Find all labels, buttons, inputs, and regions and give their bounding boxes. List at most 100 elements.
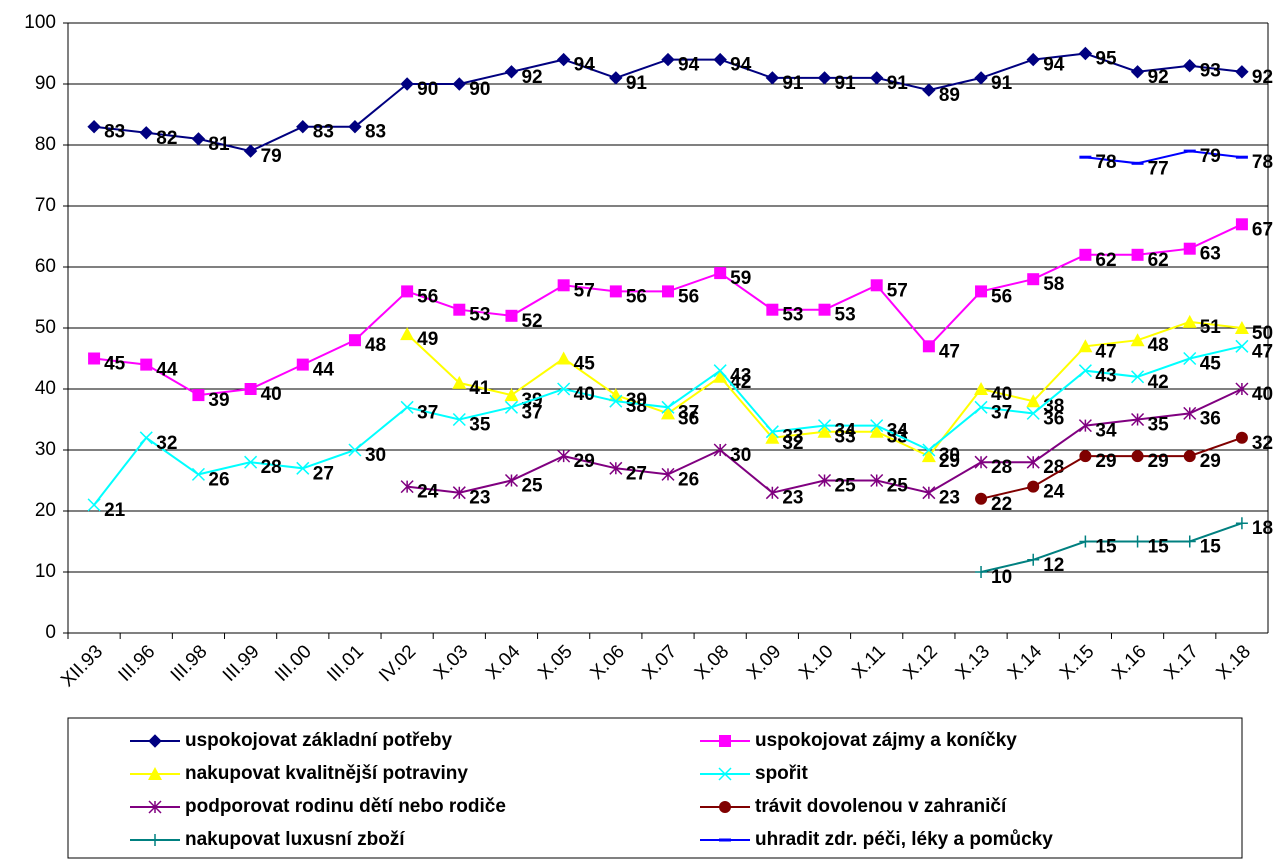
data-label: 79 (261, 146, 282, 167)
marker (244, 383, 257, 395)
data-label: 25 (835, 476, 857, 497)
data-label: 29 (939, 451, 960, 472)
data-label: 29 (1148, 451, 1169, 472)
marker (1183, 242, 1196, 255)
data-label: 24 (417, 482, 439, 503)
marker (1183, 450, 1196, 463)
marker (817, 424, 832, 438)
marker (401, 285, 414, 298)
y-tick-label: 0 (45, 622, 56, 643)
marker (974, 71, 988, 85)
data-label: 92 (1148, 67, 1169, 88)
data-label: 34 (887, 421, 909, 442)
x-tick-label: X.03 (430, 641, 472, 683)
marker (1235, 431, 1248, 444)
data-label: 27 (313, 463, 334, 484)
data-label: 28 (261, 457, 282, 478)
data-label: 78 (1095, 152, 1116, 173)
data-label: 44 (313, 360, 335, 381)
legend-box (67, 717, 1243, 859)
legend-label: podporovat rodinu dětí nebo rodiče (185, 796, 506, 817)
data-label: 43 (1095, 366, 1116, 387)
data-label: 40 (1252, 384, 1273, 405)
data-label: 90 (417, 79, 438, 100)
marker (296, 119, 310, 134)
data-label: 91 (782, 73, 804, 94)
data-label: 62 (1148, 250, 1169, 271)
marker (400, 327, 415, 341)
marker (1079, 535, 1092, 548)
data-label: 78 (1252, 152, 1273, 173)
data-label: 47 (1252, 341, 1273, 362)
data-label: 33 (782, 427, 803, 448)
marker (922, 340, 935, 353)
marker (662, 285, 674, 298)
data-label: 77 (1148, 158, 1169, 179)
marker (713, 443, 727, 457)
marker (557, 279, 570, 292)
marker (609, 461, 623, 475)
marker (609, 285, 622, 298)
marker (87, 119, 101, 134)
data-label: 32 (156, 433, 177, 454)
marker (1183, 351, 1197, 366)
marker (504, 388, 519, 402)
data-label: 83 (313, 122, 334, 143)
marker (975, 285, 988, 298)
marker (452, 486, 466, 500)
marker (556, 351, 571, 365)
marker (922, 486, 936, 500)
marker (1079, 450, 1092, 463)
marker (348, 119, 362, 134)
x-tick-label: III.98 (167, 641, 212, 686)
data-label: 94 (574, 55, 596, 76)
legend-label: spořit (755, 763, 808, 784)
marker (661, 406, 675, 420)
data-label: 34 (835, 421, 857, 442)
data-label: 91 (991, 73, 1013, 94)
marker (1235, 382, 1249, 396)
marker (869, 71, 884, 85)
data-label: 48 (365, 335, 386, 356)
data-label: 91 (626, 73, 648, 94)
marker (400, 480, 414, 494)
data-label: 15 (1148, 537, 1170, 558)
marker (1131, 412, 1145, 427)
marker (1183, 58, 1197, 73)
data-label: 29 (574, 451, 595, 472)
data-label: 94 (678, 55, 700, 76)
data-label: 92 (1252, 67, 1273, 88)
marker (149, 834, 161, 846)
marker (661, 52, 675, 67)
marker (1078, 364, 1092, 378)
marker (1026, 52, 1040, 67)
x-tick-label: III.00 (271, 641, 316, 686)
y-tick-label: 60 (35, 256, 56, 277)
marker (557, 449, 571, 463)
marker (609, 394, 623, 408)
marker (719, 735, 731, 747)
data-label: 37 (991, 402, 1012, 423)
marker (139, 126, 153, 140)
data-label: 21 (104, 500, 126, 521)
marker (1183, 406, 1197, 420)
marker (1235, 517, 1248, 530)
data-label: 37 (678, 402, 699, 423)
series-line (93, 345, 1243, 506)
marker (296, 358, 309, 371)
data-label: 35 (469, 415, 491, 436)
marker (714, 267, 727, 280)
data-label: 94 (730, 55, 752, 76)
y-tick-label: 100 (24, 12, 56, 33)
data-label: 37 (521, 402, 542, 423)
data-label: 63 (1200, 244, 1221, 265)
marker (922, 443, 936, 457)
data-label: 56 (678, 286, 699, 307)
data-label: 51 (1200, 317, 1222, 338)
marker (148, 734, 162, 748)
data-label: 35 (1148, 415, 1170, 436)
data-label: 25 (521, 476, 543, 497)
data-label: 15 (1095, 537, 1117, 558)
marker (1078, 46, 1093, 61)
marker (400, 77, 414, 91)
